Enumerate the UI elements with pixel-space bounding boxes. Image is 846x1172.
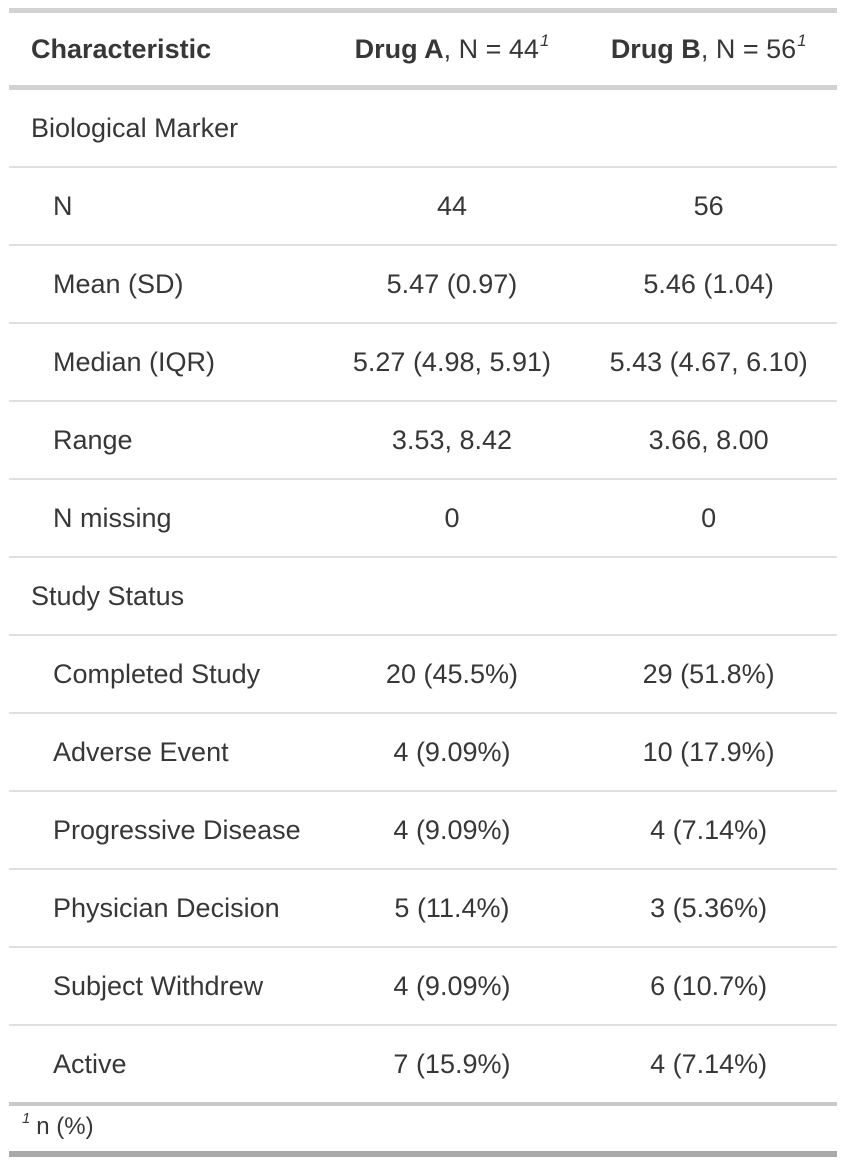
table-row: Active 7 (15.9%) 4 (7.14%) (9, 1026, 837, 1102)
table-row-section: Biological Marker (9, 90, 837, 168)
row-label: N missing (53, 503, 172, 533)
cell-value-drug-b: 0 (701, 503, 717, 533)
row-label: Mean (SD) (53, 269, 184, 299)
header-drug-b-name: Drug B (610, 34, 701, 64)
cell-value-drug-a: 44 (436, 191, 467, 221)
row-label: Active (53, 1049, 127, 1079)
footnote-mark: 1 (797, 31, 807, 50)
header-drug-a: Drug A, N = 441 (324, 31, 581, 67)
row-label: Study Status (31, 581, 185, 611)
table-row: Progressive Disease 4 (9.09%) 4 (7.14%) (9, 792, 837, 870)
row-label: Progressive Disease (53, 815, 301, 845)
cell-value-drug-b: 3 (5.36%) (650, 893, 768, 923)
row-label: Median (IQR) (53, 347, 216, 377)
table-footnote: 1 n (%) (9, 1102, 837, 1157)
cell-value-drug-a: 0 (444, 503, 460, 533)
cell-value-drug-a: 5 (11.4%) (394, 893, 510, 923)
header-drug-b-n: , N = 56 (700, 34, 797, 64)
row-label: Range (53, 425, 133, 455)
cell-value-drug-a: 4 (9.09%) (393, 737, 511, 767)
row-label: Biological Marker (31, 113, 239, 143)
cell-value-drug-a: 5.47 (0.97) (386, 269, 518, 299)
cell-value-drug-b: 5.46 (1.04) (643, 269, 774, 299)
cell-value-drug-b: 5.43 (4.67, 6.10) (609, 347, 808, 377)
row-label: Subject Withdrew (53, 971, 264, 1001)
header-characteristic: Characteristic (31, 34, 212, 64)
table-row: Range 3.53, 8.42 3.66, 8.00 (9, 402, 837, 480)
table-row: N 44 56 (9, 168, 837, 246)
cell-value-drug-a: 5.27 (4.98, 5.91) (352, 347, 552, 377)
cell-value-drug-b: 56 (693, 191, 724, 221)
footnote-content: 1 n (%) (9, 1111, 94, 1140)
row-label: Adverse Event (53, 737, 229, 767)
table-row: Adverse Event 4 (9.09%) 10 (17.9%) (9, 714, 837, 792)
cell-value-drug-a: 4 (9.09%) (393, 971, 511, 1001)
row-label: N (53, 191, 73, 221)
cell-value-drug-b: 6 (10.7%) (650, 971, 768, 1001)
header-drug-a-n: , N = 44 (443, 34, 539, 64)
row-label: Completed Study (53, 659, 261, 689)
table-row: Subject Withdrew 4 (9.09%) 6 (10.7%) (9, 948, 837, 1026)
table-row: Completed Study 20 (45.5%) 29 (51.8%) (9, 636, 837, 714)
row-label: Physician Decision (53, 893, 280, 923)
cell-value-drug-b: 29 (51.8%) (642, 659, 775, 689)
table-row: Median (IQR) 5.27 (4.98, 5.91) 5.43 (4.6… (9, 324, 837, 402)
header-drug-b: Drug B, N = 561 (580, 31, 837, 67)
summary-table: Characteristic Drug A, N = 441 Drug B, N… (9, 8, 837, 1157)
cell-value-drug-a: 3.53, 8.42 (391, 425, 513, 455)
table-row-section: Study Status (9, 558, 837, 636)
cell-value-drug-b: 4 (7.14%) (650, 815, 768, 845)
table-row: N missing 0 0 (9, 480, 837, 558)
cell-value-drug-a: 7 (15.9%) (393, 1049, 511, 1079)
footnote-mark: 1 (539, 31, 550, 50)
cell-value-drug-b: 3.66, 8.00 (648, 425, 769, 455)
footnote-text: n (%) (36, 1113, 94, 1140)
cell-value-drug-a: 20 (45.5%) (385, 659, 518, 689)
header-drug-a-name: Drug A (354, 34, 444, 64)
table-row: Mean (SD) 5.47 (0.97) 5.46 (1.04) (9, 246, 837, 324)
cell-value-drug-a: 4 (9.09%) (393, 815, 511, 845)
cell-value-drug-b: 4 (7.14%) (650, 1049, 768, 1079)
cell-value-drug-b: 10 (17.9%) (642, 737, 775, 767)
table-row: Physician Decision 5 (11.4%) 3 (5.36%) (9, 870, 837, 948)
table-header-row: Characteristic Drug A, N = 441 Drug B, N… (9, 8, 837, 90)
footnote-mark: 1 (22, 1111, 31, 1128)
